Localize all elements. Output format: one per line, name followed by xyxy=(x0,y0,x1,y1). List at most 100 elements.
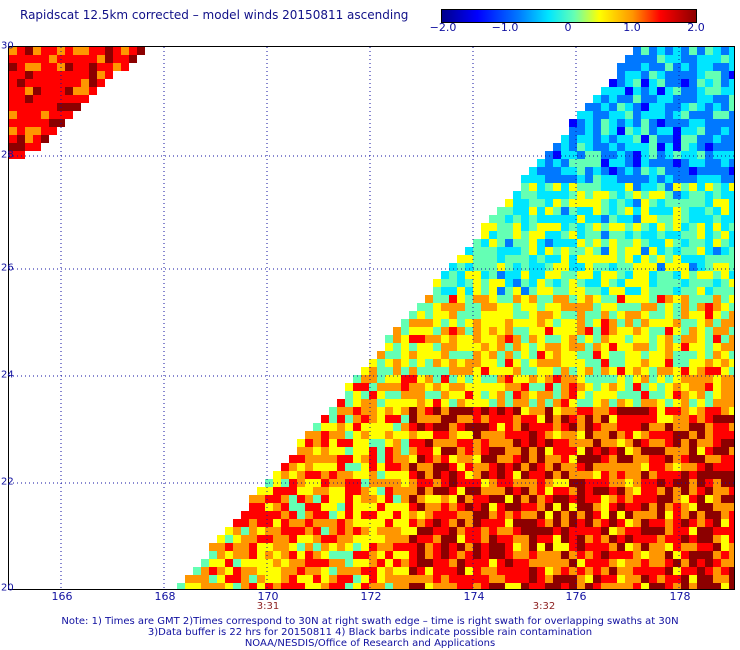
wind-cell xyxy=(641,383,649,391)
wind-cell xyxy=(521,487,529,495)
wind-cell xyxy=(233,543,241,551)
wind-cell xyxy=(401,391,409,399)
wind-cell xyxy=(601,295,609,303)
wind-cell xyxy=(313,439,321,447)
wind-cell xyxy=(617,583,625,589)
wind-cell xyxy=(401,399,409,407)
wind-cell xyxy=(569,463,577,471)
wind-cell xyxy=(625,439,633,447)
wind-cell xyxy=(409,383,417,391)
wind-cell xyxy=(585,439,593,447)
wind-cell xyxy=(561,367,569,375)
wind-cell xyxy=(553,487,561,495)
wind-cell xyxy=(673,335,681,343)
wind-cell xyxy=(665,367,673,375)
wind-cell xyxy=(393,575,401,583)
wind-cell xyxy=(465,431,473,439)
wind-cell xyxy=(417,423,425,431)
wind-cell xyxy=(593,367,601,375)
lon-label-170: 170 xyxy=(257,590,279,603)
wind-cell xyxy=(521,327,529,335)
wind-cell xyxy=(265,519,273,527)
wind-cell xyxy=(577,183,585,191)
wind-cell xyxy=(633,431,641,439)
wind-cell xyxy=(345,391,353,399)
wind-cell xyxy=(409,375,417,383)
map-title: Rapidscat 12.5km corrected – model winds… xyxy=(20,8,409,22)
wind-cell xyxy=(465,415,473,423)
wind-cell xyxy=(537,471,545,479)
wind-cell xyxy=(705,543,713,551)
wind-cell xyxy=(705,391,713,399)
wind-cell xyxy=(369,423,377,431)
wind-cell xyxy=(417,463,425,471)
wind-cell xyxy=(377,423,385,431)
wind-cell xyxy=(729,287,734,295)
wind-cell xyxy=(681,231,689,239)
wind-cell xyxy=(713,375,721,383)
wind-cell xyxy=(401,519,409,527)
wind-cell xyxy=(657,239,665,247)
wind-cell xyxy=(665,87,673,95)
wind-cell xyxy=(617,551,625,559)
wind-cell xyxy=(449,399,457,407)
wind-cell xyxy=(73,63,81,71)
wind-cell xyxy=(505,239,513,247)
wind-cell xyxy=(337,583,345,589)
wind-cell xyxy=(657,167,665,175)
wind-cell xyxy=(305,551,313,559)
wind-cell xyxy=(513,463,521,471)
wind-cell xyxy=(729,119,734,127)
wind-cell xyxy=(681,191,689,199)
wind-cell xyxy=(377,447,385,455)
wind-cell xyxy=(449,503,457,511)
wind-cell xyxy=(713,207,721,215)
wind-cell xyxy=(473,311,481,319)
wind-cell xyxy=(385,359,393,367)
wind-cell xyxy=(345,495,353,503)
wind-cell xyxy=(641,575,649,583)
wind-cell xyxy=(449,391,457,399)
wind-cell xyxy=(401,415,409,423)
wind-cell xyxy=(505,311,513,319)
wind-cell xyxy=(521,423,529,431)
wind-cell xyxy=(537,375,545,383)
wind-cell xyxy=(449,495,457,503)
wind-cell xyxy=(337,447,345,455)
wind-cell xyxy=(217,551,225,559)
wind-cell xyxy=(705,103,713,111)
wind-cell xyxy=(529,263,537,271)
wind-cell xyxy=(561,231,569,239)
wind-cell xyxy=(609,151,617,159)
wind-cell xyxy=(545,151,553,159)
wind-cell xyxy=(593,135,601,143)
wind-cell xyxy=(625,319,633,327)
wind-cell xyxy=(609,87,617,95)
wind-cell xyxy=(265,503,273,511)
wind-cell xyxy=(537,455,545,463)
wind-cell xyxy=(601,503,609,511)
wind-cell xyxy=(729,63,734,71)
wind-cell xyxy=(417,375,425,383)
wind-cell xyxy=(545,199,553,207)
wind-cell xyxy=(401,535,409,543)
wind-cell xyxy=(673,183,681,191)
wind-cell xyxy=(505,295,513,303)
wind-cell xyxy=(601,343,609,351)
wind-cell xyxy=(409,447,417,455)
wind-cell xyxy=(265,495,273,503)
wind-cell xyxy=(561,279,569,287)
wind-cell xyxy=(529,455,537,463)
wind-cell xyxy=(617,495,625,503)
wind-cell xyxy=(561,263,569,271)
wind-cell xyxy=(689,583,697,589)
wind-cell xyxy=(729,263,734,271)
wind-cell xyxy=(425,583,433,589)
wind-cell xyxy=(681,335,689,343)
wind-cell xyxy=(673,511,681,519)
lat-label-22: 22 xyxy=(1,476,14,488)
wind-cell xyxy=(665,335,673,343)
wind-cell xyxy=(393,559,401,567)
wind-cell xyxy=(641,135,649,143)
wind-cell xyxy=(593,255,601,263)
